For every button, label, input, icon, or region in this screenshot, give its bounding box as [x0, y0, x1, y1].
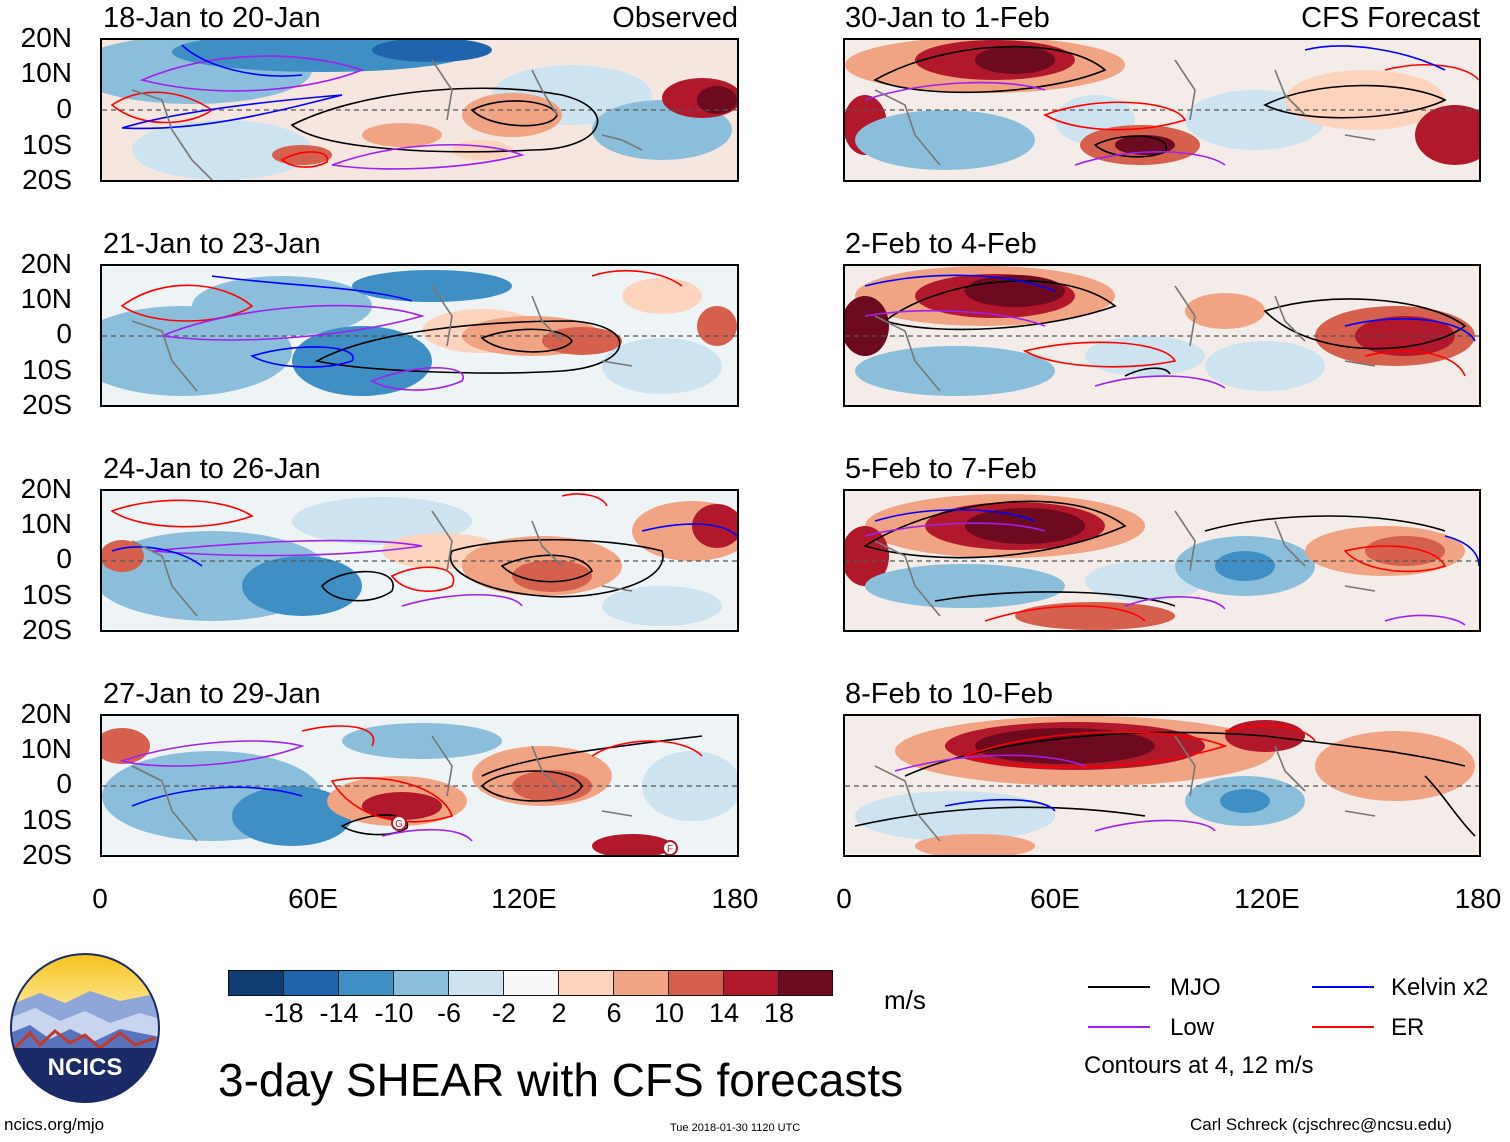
colorbar-tick: 2: [551, 998, 567, 1028]
lon-label: 120E: [491, 883, 557, 914]
shear-field-map: [102, 491, 737, 630]
map-panel-right-3: [843, 489, 1481, 632]
colorbar-cell: [559, 971, 614, 995]
colorbar-tick: -10: [374, 998, 414, 1028]
shear-field-map: G F: [102, 716, 737, 855]
ncics-logo-icon: NCICS: [10, 953, 160, 1103]
colorbar-cell: [229, 971, 284, 995]
lat-label: 20S: [22, 614, 72, 645]
lat-label: 10N: [20, 508, 72, 539]
shear-field-map: [102, 266, 737, 405]
lat-label: 20N: [20, 248, 72, 279]
lon-label: 180: [711, 883, 759, 914]
lon-label: 0: [92, 883, 108, 914]
panel-title-right-1: 30-Jan to 1-Feb: [845, 2, 1050, 34]
lat-label: 0: [56, 318, 72, 349]
ncics-logo-text: NCICS: [48, 1054, 123, 1081]
legend-label-low: Low: [1170, 1014, 1215, 1041]
author-credit: Carl Schreck (cjschrec@ncsu.edu): [1190, 1115, 1452, 1134]
lat-label: 10S: [22, 354, 72, 385]
colorbar-tick: -18: [264, 998, 304, 1028]
lon-label: 180: [1454, 883, 1502, 914]
shear-field-map: [845, 716, 1479, 855]
lat-label: 10S: [22, 579, 72, 610]
lat-label: 20S: [22, 839, 72, 870]
map-panel-left-1: [100, 38, 739, 182]
panel-title-left-2: 21-Jan to 23-Jan: [103, 228, 321, 260]
observed-tag: Observed: [612, 2, 738, 34]
map-panel-left-4: G F: [100, 714, 739, 857]
lat-label: 10S: [22, 804, 72, 835]
lat-label: 10N: [20, 57, 72, 88]
lat-label: 0: [56, 543, 72, 574]
legend-label-er: ER: [1391, 1014, 1425, 1041]
lat-label: 20S: [22, 164, 72, 195]
lon-label: 0: [836, 883, 852, 914]
panel-title-right-3: 5-Feb to 7-Feb: [845, 453, 1037, 485]
legend-line-low: [1088, 1026, 1150, 1028]
lat-label: 20N: [20, 22, 72, 53]
timestamp: Tue 2018-01-30 1120 UTC: [670, 1122, 801, 1134]
colorbar-cell: [669, 971, 724, 995]
panel-title-right-2: 2-Feb to 4-Feb: [845, 228, 1037, 260]
cyclone-marker-f: F: [667, 844, 673, 855]
colorbar-tick: 14: [708, 998, 740, 1028]
lat-label: 10N: [20, 283, 72, 314]
lat-label: 20N: [20, 473, 72, 504]
shear-field-map: [845, 491, 1479, 630]
panel-title-left-4: 27-Jan to 29-Jan: [103, 678, 321, 710]
colorbar-tick: 6: [606, 998, 622, 1028]
colorbar-tick: -14: [319, 998, 359, 1028]
shear-field-map: [845, 266, 1479, 405]
lon-label: 60E: [1030, 883, 1080, 914]
ncics-logo[interactable]: NCICS: [10, 953, 160, 1103]
panel-title-right-4: 8-Feb to 10-Feb: [845, 678, 1053, 710]
colorbar-cell: [614, 971, 669, 995]
lon-label: 120E: [1234, 883, 1300, 914]
cyclone-marker-icon: [662, 840, 678, 855]
main-title: 3-day SHEAR with CFS forecasts: [218, 1054, 904, 1106]
legend-line-mjo: [1088, 986, 1150, 988]
colorbar-cell: [504, 971, 559, 995]
cfs-forecast-tag: CFS Forecast: [1301, 2, 1480, 34]
units-label: m/s: [884, 985, 926, 1015]
legend-line-kelvin: [1312, 986, 1374, 988]
legend-label-mjo: MJO: [1170, 974, 1221, 1001]
colorbar-cell: [449, 971, 504, 995]
colorbar-cell: [394, 971, 449, 995]
shear-field-map: [102, 40, 737, 180]
map-panel-right-4: [843, 714, 1481, 857]
lat-label: 20N: [20, 698, 72, 729]
colorbar-tick: 10: [653, 998, 685, 1028]
shear-field-map: [845, 40, 1479, 180]
contour-note: Contours at 4, 12 m/s: [1084, 1052, 1314, 1079]
colorbar-frame: [228, 970, 833, 996]
lat-label: 0: [56, 93, 72, 124]
colorbar-tick: 18: [763, 998, 795, 1028]
lat-label: 20S: [22, 389, 72, 420]
lon-label: 60E: [288, 883, 338, 914]
colorbar-cell: [284, 971, 339, 995]
ncics-url-link[interactable]: ncics.org/mjo: [4, 1115, 105, 1134]
map-panel-left-3: [100, 489, 739, 632]
colorbar-cell: [779, 971, 832, 995]
colorbar-cell: [339, 971, 394, 995]
cyclone-marker-icon: [391, 815, 407, 831]
colorbar-tick: -6: [436, 998, 461, 1028]
lat-label: 10N: [20, 733, 72, 764]
map-panel-right-2: [843, 264, 1481, 407]
panel-title-left-3: 24-Jan to 26-Jan: [103, 453, 321, 485]
lat-label: 10S: [22, 129, 72, 160]
map-panel-right-1: [843, 38, 1481, 182]
map-panel-left-2: [100, 264, 739, 407]
colorbar-cell: [724, 971, 779, 995]
cyclone-marker-g: G: [395, 819, 403, 830]
colorbar-tick: -2: [491, 998, 516, 1028]
legend-line-er: [1312, 1026, 1374, 1028]
panel-title-left-1: 18-Jan to 20-Jan: [103, 2, 321, 34]
lat-label: 0: [56, 768, 72, 799]
legend-label-kelvin: Kelvin x2: [1391, 974, 1489, 1001]
